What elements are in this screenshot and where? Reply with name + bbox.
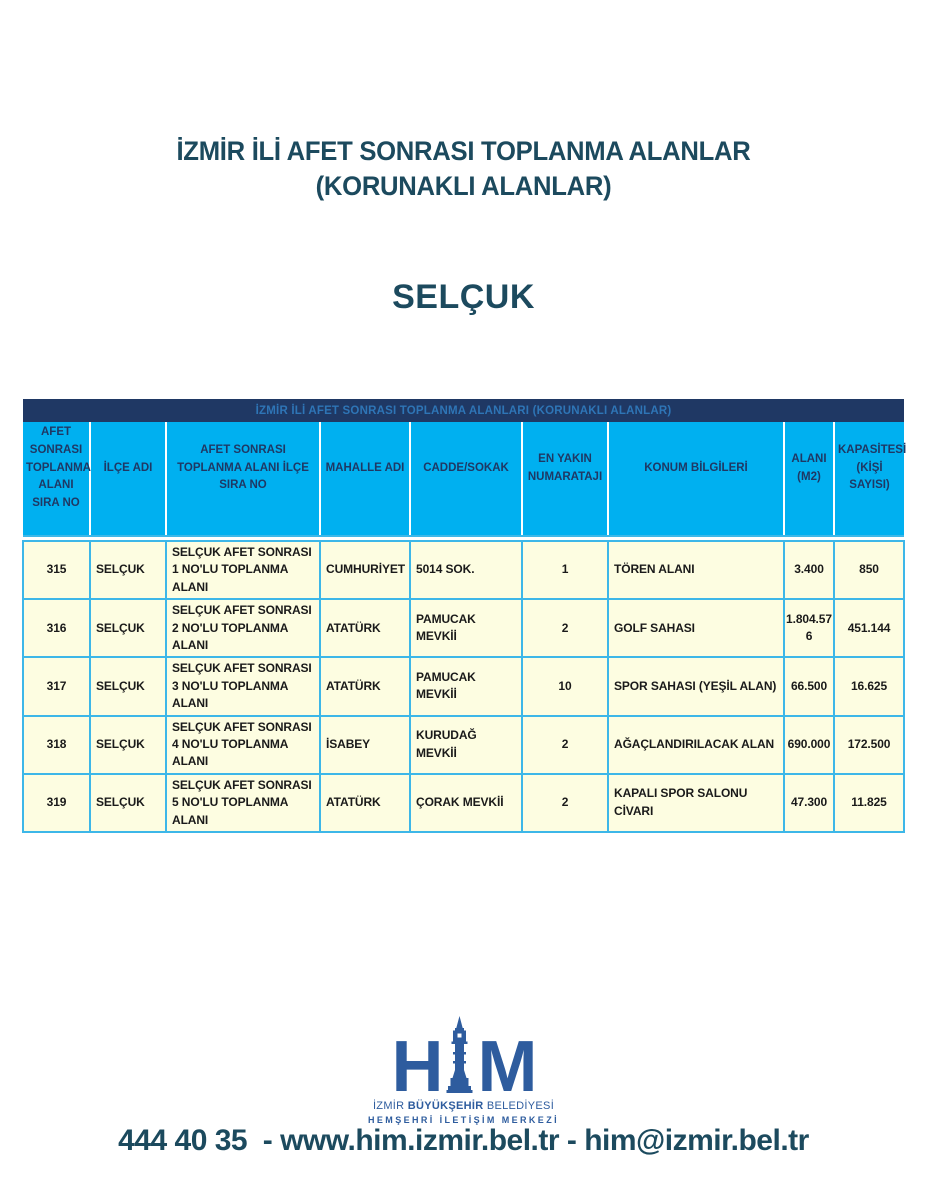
table-cell: PAMUCAK MEVKİİ bbox=[409, 598, 523, 659]
table-cell: 2 bbox=[521, 598, 609, 659]
logo-letters: H M bbox=[368, 1016, 559, 1108]
table-cell: 10 bbox=[521, 656, 609, 717]
table-row: 319 SELÇUK SELÇUK AFET SONRASI 5 NO'LU TOP… bbox=[22, 772, 906, 833]
table-row: 315 SELÇUK SELÇUK AFET SONRASI 1 NO'LU TOP… bbox=[22, 540, 906, 601]
clock-tower-icon bbox=[446, 1016, 473, 1093]
table-cell: 2 bbox=[521, 714, 609, 775]
table-cell: 850 bbox=[832, 540, 906, 601]
table-row: 316 SELÇUK SELÇUK AFET SONRASI 2 NO'LU TOP… bbox=[22, 598, 906, 659]
him-logo: H M İZMİR BÜYÜKŞEHİR BELEDİYESİ HEMŞEHRİ… bbox=[368, 1016, 559, 1125]
column-header-5: EN YAKIN NUMARATAJI bbox=[521, 422, 608, 538]
column-header-6: KONUM BİLGİLERİ bbox=[607, 422, 784, 538]
table-cell: SELÇUK bbox=[89, 714, 167, 775]
table-cell: ÇORAK MEVKİİ bbox=[409, 772, 523, 833]
table-cell: CUMHURİYET bbox=[319, 540, 411, 601]
table-cell: SELÇUK bbox=[89, 540, 167, 601]
table-cell: SPOR SAHASI (YEŞİL ALAN) bbox=[607, 656, 785, 717]
assembly-areas-table: İZMİR İLİ AFET SONRASI TOPLANMA ALANLARI… bbox=[22, 399, 906, 833]
column-header-2: AFET SONRASI TOPLANMA ALANI İLÇE SIRA NO bbox=[165, 422, 320, 538]
table-cell: SELÇUK bbox=[89, 656, 167, 717]
table-cell: SELÇUK AFET SONRASI 1 NO'LU TOPLANMA ALA… bbox=[165, 540, 321, 601]
logo-line1-prefix: İZMİR bbox=[372, 1100, 405, 1112]
table-cell: TÖREN ALANI bbox=[607, 540, 785, 601]
page-title-line2: (KORUNAKLI ALANLAR) bbox=[315, 171, 612, 202]
table-cell: 2 bbox=[521, 772, 609, 833]
table-cell: İSABEY bbox=[319, 714, 411, 775]
table-cell: ATATÜRK bbox=[319, 598, 411, 659]
table-cell: SELÇUK AFET SONRASI 4 NO'LU TOPLANMA ALA… bbox=[165, 714, 321, 775]
page-title-line1: İZMİR İLİ AFET SONRASI TOPLANMA ALANLAR bbox=[176, 136, 751, 166]
table-row: 317 SELÇUK SELÇUK AFET SONRASI 3 NO'LU TOP… bbox=[22, 656, 906, 717]
table-cell: 1.804.576 bbox=[783, 598, 835, 659]
table-cell: SELÇUK bbox=[89, 772, 167, 833]
header-body-gap bbox=[23, 536, 905, 542]
logo-line1-suffix: BELEDİYESİ bbox=[486, 1100, 555, 1112]
table-cell: 451.144 bbox=[832, 598, 906, 659]
table-cell: 315 bbox=[22, 540, 91, 601]
table-cell: 690.000 bbox=[783, 714, 835, 775]
table-cell: AĞAÇLANDIRILACAK ALAN bbox=[607, 714, 785, 775]
table-cell: GOLF SAHASI bbox=[607, 598, 785, 659]
column-header-4: CADDE/SOKAK bbox=[409, 422, 522, 538]
table-cell: SELÇUK bbox=[89, 598, 167, 659]
logo-letter-h: H bbox=[391, 1027, 444, 1108]
district-title: SELÇUK bbox=[392, 278, 535, 316]
table-cell: KURUDAĞ MEVKİİ bbox=[409, 714, 523, 775]
table-cell: SELÇUK AFET SONRASI 5 NO'LU TOPLANMA ALA… bbox=[165, 772, 321, 833]
column-header-7: ALANI (M2) bbox=[783, 422, 834, 538]
page-title: İZMİR İLİ AFET SONRASI TOPLANMA ALANLAR … bbox=[0, 134, 927, 204]
logo-municipality-line: İZMİR BÜYÜKŞEHİR BELEDİYESİ bbox=[368, 1100, 559, 1112]
column-header-8: KAPASİTESİ (KİŞİ SAYISI) bbox=[832, 422, 906, 538]
table-cell: KAPALI SPOR SALONU CİVARI bbox=[607, 772, 785, 833]
logo-line1-bold: BÜYÜKŞEHİR bbox=[407, 1100, 484, 1112]
logo-center-line: HEMŞEHRİ İLETİŞİM MERKEZİ bbox=[367, 1115, 560, 1125]
table-cell: SELÇUK AFET SONRASI 2 NO'LU TOPLANMA ALA… bbox=[165, 598, 321, 659]
column-header-1: İLÇE ADI bbox=[89, 422, 166, 538]
table-banner: İZMİR İLİ AFET SONRASI TOPLANMA ALANLARI… bbox=[23, 399, 905, 422]
table-cell: 316 bbox=[22, 598, 91, 659]
table-cell: 317 bbox=[22, 656, 91, 717]
table-body: 315 SELÇUK SELÇUK AFET SONRASI 1 NO'LU TOP… bbox=[22, 540, 906, 833]
column-header-0: AFET SONRASI TOPLANMA ALANI SIRA NO bbox=[23, 422, 91, 538]
table-cell: 66.500 bbox=[783, 656, 835, 717]
table-cell: ATATÜRK bbox=[319, 772, 411, 833]
column-header-3: MAHALLE ADI bbox=[319, 422, 410, 538]
table-cell: 1 bbox=[521, 540, 609, 601]
table-cell: 47.300 bbox=[783, 772, 835, 833]
column-header-row: AFET SONRASI TOPLANMA ALANI SIRA NO İLÇE … bbox=[23, 422, 906, 538]
table-cell: 16.625 bbox=[832, 656, 906, 717]
table-cell: 3.400 bbox=[783, 540, 835, 601]
table-cell: 172.500 bbox=[832, 714, 906, 775]
footer-contact: 444 40 35 - www.him.izmir.bel.tr - him@i… bbox=[118, 1124, 809, 1157]
table-cell: 318 bbox=[22, 714, 91, 775]
logo-letter-m: M bbox=[477, 1027, 538, 1108]
table-banner-row: İZMİR İLİ AFET SONRASI TOPLANMA ALANLARI… bbox=[23, 399, 905, 422]
table-cell: 11.825 bbox=[832, 772, 906, 833]
table-cell: PAMUCAK MEVKİİ bbox=[409, 656, 523, 717]
table-cell: 5014 SOK. bbox=[409, 540, 523, 601]
table-cell: SELÇUK AFET SONRASI 3 NO'LU TOPLANMA ALA… bbox=[165, 656, 321, 717]
table-cell: 319 bbox=[22, 772, 91, 833]
table-row: 318 SELÇUK SELÇUK AFET SONRASI 4 NO'LU TOP… bbox=[22, 714, 906, 775]
table-cell: ATATÜRK bbox=[319, 656, 411, 717]
